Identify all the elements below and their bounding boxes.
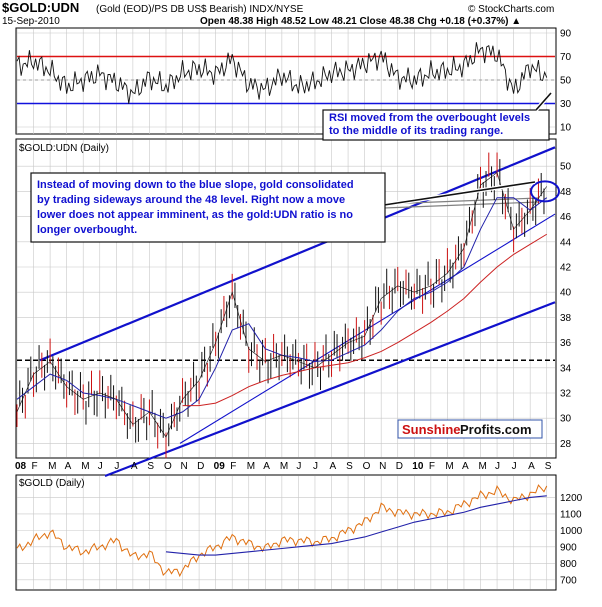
month-tick-label: M — [81, 461, 89, 472]
month-tick-label: J — [495, 461, 500, 472]
y-tick-label: 30 — [560, 99, 572, 110]
month-tick-label: A — [330, 461, 337, 472]
y-tick-label: 70 — [560, 52, 572, 63]
month-tick-label: F — [230, 461, 236, 472]
y-tick-label: 900 — [560, 542, 577, 553]
y-tick-label: 34 — [560, 363, 572, 374]
y-tick-label: 28 — [560, 439, 572, 450]
chart-svg: $GOLD:UDN (Gold (EOD)/PS DB US$ Bearish)… — [0, 0, 602, 602]
month-tick-label: N — [379, 461, 386, 472]
year-tick-label: 08 — [15, 461, 27, 472]
month-tick-label: S — [545, 461, 552, 472]
y-tick-label: 1200 — [560, 493, 583, 504]
month-tick-label: A — [528, 461, 535, 472]
month-tick-label: D — [396, 461, 403, 472]
background — [0, 0, 602, 602]
month-tick-label: M — [280, 461, 288, 472]
price-panel-label: $GOLD:UDN (Daily) — [19, 143, 109, 154]
month-tick-label: J — [512, 461, 517, 472]
y-tick-label: 42 — [560, 263, 572, 274]
copyright-text: © StockCharts.com — [468, 4, 554, 15]
year-tick-label: 09 — [214, 461, 226, 472]
y-tick-label: 44 — [560, 237, 572, 248]
y-tick-label: 10 — [560, 123, 572, 134]
month-tick-label: A — [263, 461, 270, 472]
y-tick-label: 48 — [560, 187, 572, 198]
month-tick-label: S — [346, 461, 353, 472]
month-tick-label: A — [462, 461, 469, 472]
month-tick-label: J — [313, 461, 318, 472]
y-tick-label: 50 — [560, 76, 572, 87]
y-tick-label: 700 — [560, 575, 577, 586]
month-tick-label: A — [131, 461, 138, 472]
month-tick-label: M — [479, 461, 487, 472]
y-tick-label: 50 — [560, 162, 572, 173]
month-tick-label: D — [197, 461, 204, 472]
y-tick-label: 1000 — [560, 526, 583, 537]
month-tick-label: N — [181, 461, 188, 472]
year-tick-label: 10 — [412, 461, 424, 472]
main-annotation-line-1: Instead of moving down to the blue slope… — [37, 179, 354, 191]
main-annotation-line-2: by trading sideways around the 48 level.… — [37, 194, 345, 206]
y-tick-label: 32 — [560, 389, 572, 400]
y-tick-label: 46 — [560, 212, 572, 223]
chart-symbol-title: $GOLD:UDN — [2, 0, 79, 15]
month-tick-label: J — [296, 461, 301, 472]
month-tick-label: O — [363, 461, 371, 472]
y-tick-label: 38 — [560, 313, 572, 324]
y-tick-label: 1100 — [560, 509, 582, 520]
logo-word-1: Sunshine — [402, 422, 461, 437]
month-tick-label: A — [65, 461, 72, 472]
ohlc-readout: Open 48.38 High 48.52 Low 48.21 Close 48… — [200, 16, 521, 27]
rsi-annotation-line-1: RSI moved from the overbought levels — [329, 112, 530, 124]
month-tick-label: F — [429, 461, 435, 472]
main-annotation-line-3: lower does not appear imminent, as the g… — [37, 209, 353, 221]
month-tick-label: O — [164, 461, 172, 472]
logo-word-2: Profits.com — [460, 422, 532, 437]
gold-panel-label: $GOLD (Daily) — [19, 478, 85, 489]
month-tick-label: M — [247, 461, 255, 472]
chart-date: 15-Sep-2010 — [2, 16, 60, 27]
month-tick-label: J — [98, 461, 103, 472]
chart-description: (Gold (EOD)/PS DB US$ Bearish) INDX/NYSE — [96, 4, 304, 15]
y-tick-label: 36 — [560, 338, 572, 349]
month-tick-label: F — [32, 461, 38, 472]
month-tick-label: M — [48, 461, 56, 472]
y-tick-label: 40 — [560, 288, 572, 299]
month-tick-label: J — [114, 461, 119, 472]
main-annotation-line-4: longer overbought. — [37, 224, 137, 236]
rsi-annotation-line-2: to the middle of its trading range. — [329, 125, 503, 137]
chart-stage: $GOLD:UDN (Gold (EOD)/PS DB US$ Bearish)… — [0, 0, 602, 602]
sunshine-profits-logo: Sunshine Profits.com — [398, 420, 542, 438]
y-tick-label: 90 — [560, 29, 572, 40]
month-tick-label: M — [445, 461, 453, 472]
month-tick-label: S — [147, 461, 154, 472]
y-tick-label: 30 — [560, 414, 572, 425]
y-tick-label: 800 — [560, 559, 577, 570]
